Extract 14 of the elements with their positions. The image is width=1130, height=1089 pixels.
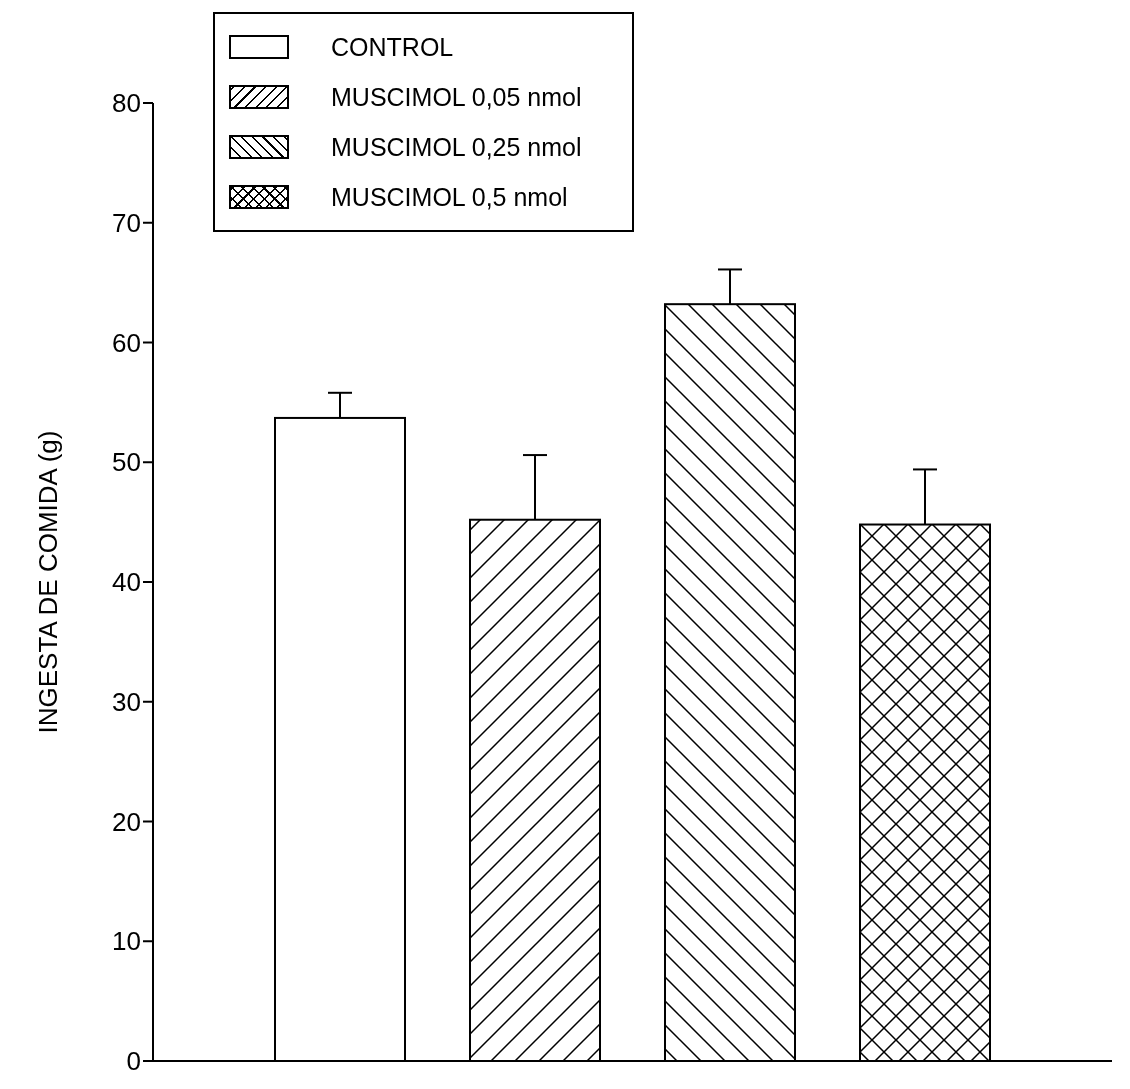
y-tick-label: 80 [112,88,141,119]
y-tick-label: 50 [112,447,141,478]
y-tick-label: 40 [112,567,141,598]
y-tick-label: 70 [112,207,141,238]
legend-label: MUSCIMOL 0,25 nmol [331,132,582,162]
y-tick-label: 30 [112,686,141,717]
legend-label: MUSCIMOL 0,05 nmol [331,82,582,112]
y-tick-label: 60 [112,327,141,358]
legend-label: MUSCIMOL 0,5 nmol [331,182,568,212]
y-tick-label: 10 [112,926,141,957]
y-axis-title: INGESTA DE COMIDA (g) [33,430,64,734]
y-tick-label: 20 [112,806,141,837]
y-tick-label: 0 [126,1046,141,1077]
legend-label: CONTROL [331,32,454,62]
